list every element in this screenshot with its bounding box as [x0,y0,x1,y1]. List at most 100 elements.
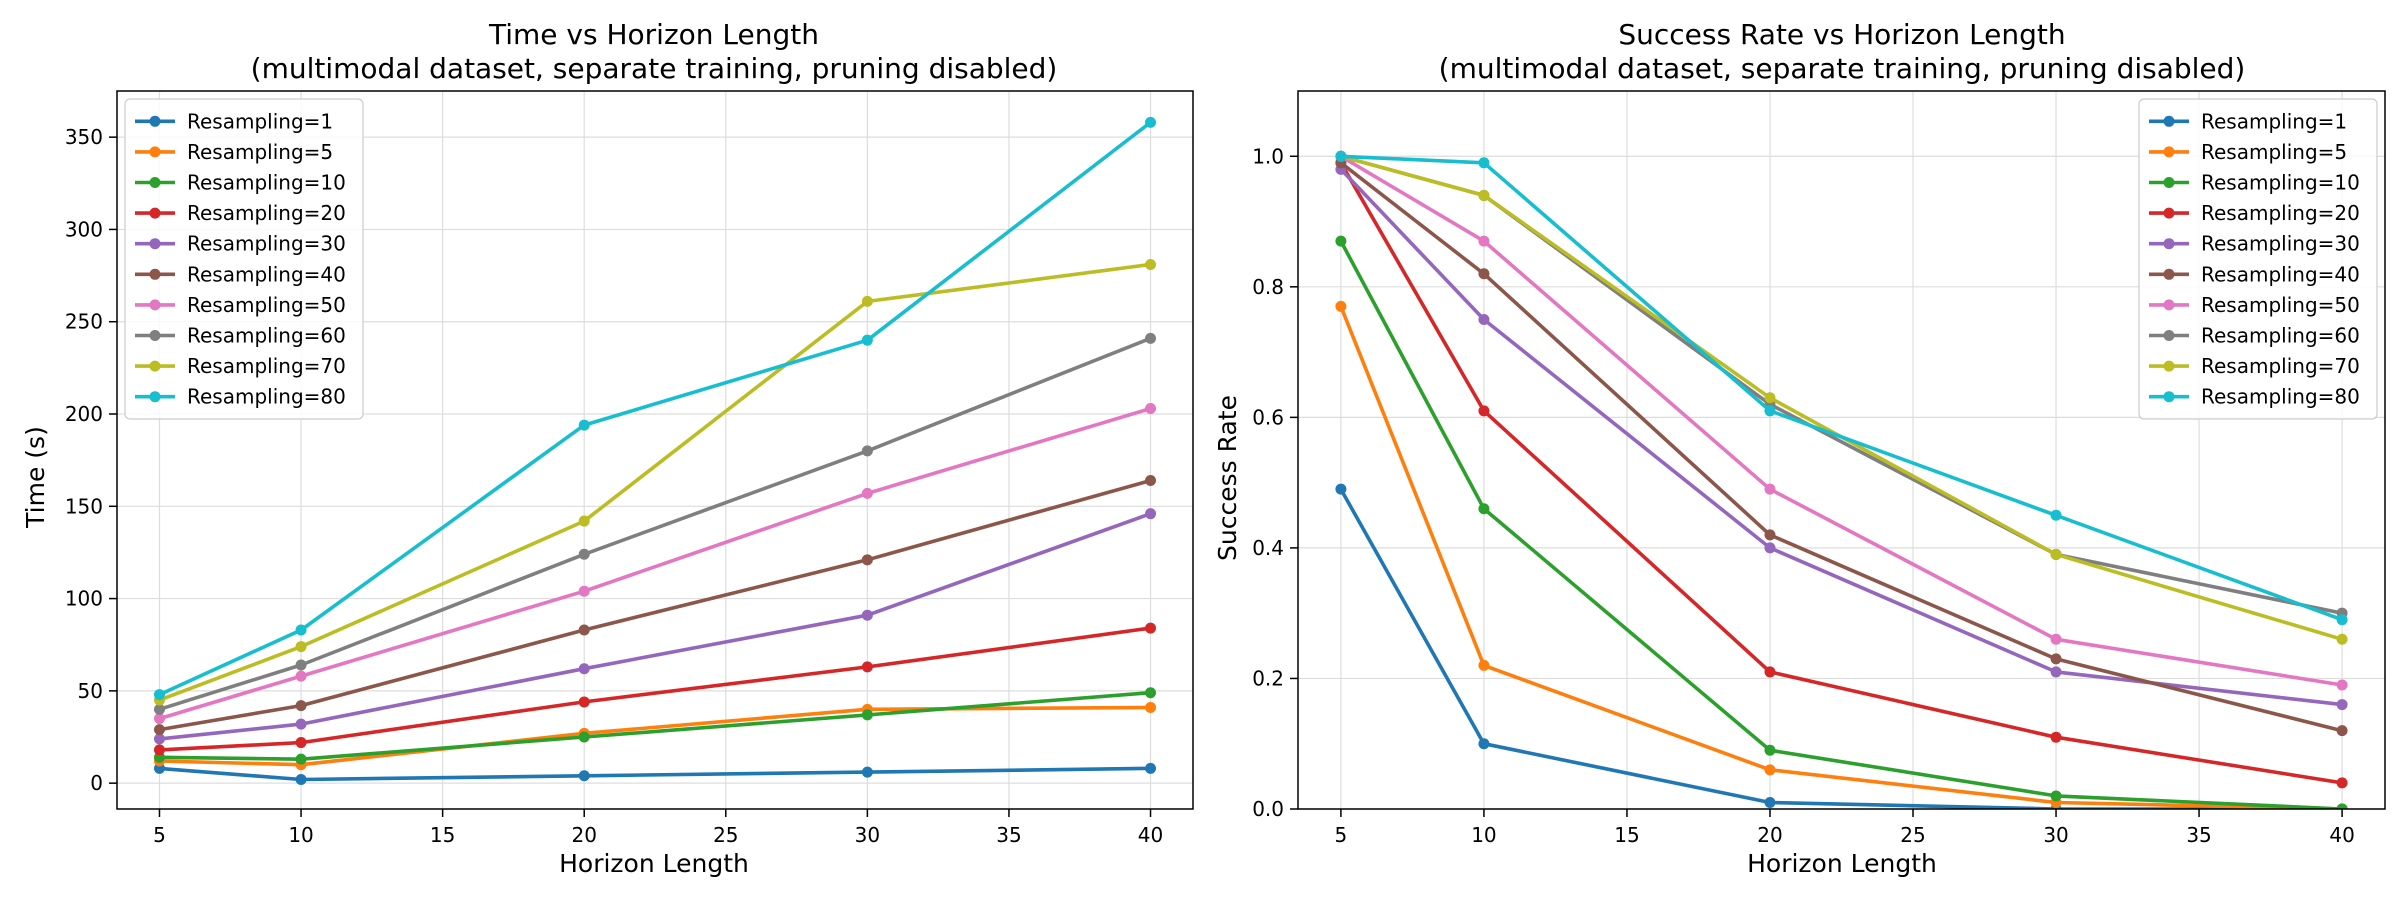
data-point [1764,529,1776,541]
legend: Resampling=1 Resampling=5 Resampling=10 Res… [2138,98,2378,420]
x-tick-label: 15 [430,823,455,847]
legend-marker [149,391,161,403]
data-point [2336,777,2348,789]
chart-title: Success Rate vs Horizon Length [1618,18,2065,51]
chart-title: Time vs Horizon Length [488,18,819,51]
data-point [578,696,590,708]
data-point [2336,679,2348,691]
data-point [2336,633,2348,645]
legend-marker [2163,360,2175,372]
x-tick-label: 20 [1757,823,1782,847]
legend-label: Resampling=80 [2201,385,2360,409]
legend-label: Resampling=70 [2201,354,2360,378]
data-point [861,334,873,346]
data-point [1335,235,1347,247]
legend-marker [149,299,161,311]
legend-box [2138,98,2378,420]
data-point [578,770,590,782]
y-tick-label: 0.8 [1252,275,1284,299]
x-tick-label: 20 [571,823,596,847]
data-point [1764,666,1776,678]
data-point [2336,803,2348,809]
data-point [295,773,307,785]
y-tick-label: 100 [65,587,103,611]
legend-label: Resampling=20 [2201,201,2360,225]
data-point [1145,259,1157,271]
legend-marker [2163,391,2175,403]
legend-label: Resampling=5 [2201,140,2347,164]
legend-label: Resampling=60 [2201,324,2360,348]
data-point [295,624,307,636]
data-point [1764,796,1776,808]
legend-marker [2163,146,2175,158]
data-point [1478,313,1490,325]
success-chart: Success Rate vs Horizon Length (multimod… [1213,18,2386,878]
data-point [861,487,873,499]
legend-box [124,98,364,420]
data-point [295,718,307,730]
data-point [578,419,590,431]
data-point [2336,725,2348,737]
legend-marker [149,238,161,250]
data-point [578,663,590,675]
legend-label: Resampling=10 [2201,171,2360,195]
data-point [578,515,590,527]
legend-label: Resampling=50 [2201,293,2360,317]
legend-label: Resampling=1 [187,109,333,133]
data-point [1478,503,1490,515]
data-point [2050,666,2062,678]
data-point [295,700,307,712]
data-point [1145,622,1157,634]
data-point [2050,509,2062,521]
series-layer [153,116,1157,785]
data-point [153,703,165,715]
chart-subtitle: (multimodal dataset, separate training, … [1439,52,2246,85]
y-tick-label: 350 [65,125,103,149]
chart-subtitle: (multimodal dataset, separate training, … [251,52,1058,85]
series-layer [1335,150,2348,809]
legend-marker [2163,115,2175,127]
x-tick-label: 40 [2329,823,2354,847]
y-tick-label: 0 [90,771,103,795]
data-point [1478,268,1490,280]
data-point [861,295,873,307]
data-point [295,737,307,749]
data-point [1335,483,1347,495]
data-point [295,670,307,682]
y-tick-label: 0.0 [1252,797,1284,821]
x-tick-label: 5 [153,823,166,847]
data-point [1145,332,1157,344]
y-tick-label: 0.4 [1252,536,1284,560]
y-tick-label: 0.2 [1252,666,1284,690]
data-point [1145,116,1157,128]
data-point [578,624,590,636]
legend-marker [149,360,161,372]
data-point [578,548,590,560]
data-point [153,689,165,701]
data-point [1764,392,1776,404]
legend-marker [2163,238,2175,250]
data-point [2050,633,2062,645]
data-point [1145,762,1157,774]
data-point [1478,659,1490,671]
y-tick-label: 250 [65,310,103,334]
x-tick-label: 25 [1900,823,1925,847]
legend-marker [149,207,161,219]
legend-label: Resampling=80 [187,385,346,409]
data-point [2050,790,2062,802]
data-point [2050,548,2062,560]
legend-marker [2163,330,2175,341]
data-point [1764,764,1776,776]
data-point [861,709,873,721]
data-point [153,744,165,756]
x-tick-label: 40 [1138,823,1163,847]
data-point [1764,405,1776,417]
x-tick-label: 30 [855,823,880,847]
data-point [1145,687,1157,699]
x-tick-label: 25 [713,823,738,847]
y-tick-label: 0.6 [1252,405,1284,429]
legend-label: Resampling=60 [187,324,346,348]
data-point [153,733,165,745]
data-point [295,641,307,653]
